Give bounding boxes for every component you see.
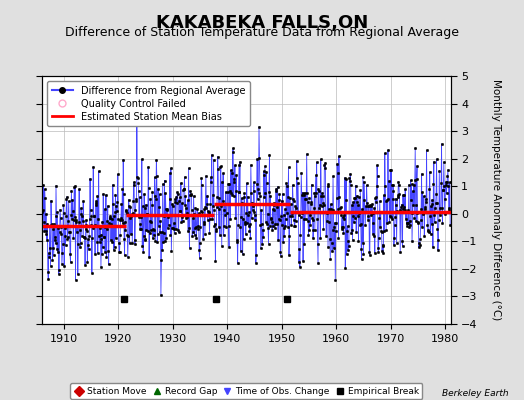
Text: Berkeley Earth: Berkeley Earth xyxy=(442,389,508,398)
Y-axis label: Monthly Temperature Anomaly Difference (°C): Monthly Temperature Anomaly Difference (… xyxy=(492,79,501,321)
Text: Difference of Station Temperature Data from Regional Average: Difference of Station Temperature Data f… xyxy=(65,26,459,39)
Text: KAKABEKA FALLS,ON: KAKABEKA FALLS,ON xyxy=(156,14,368,32)
Legend: Station Move, Record Gap, Time of Obs. Change, Empirical Break: Station Move, Record Gap, Time of Obs. C… xyxy=(70,383,422,399)
